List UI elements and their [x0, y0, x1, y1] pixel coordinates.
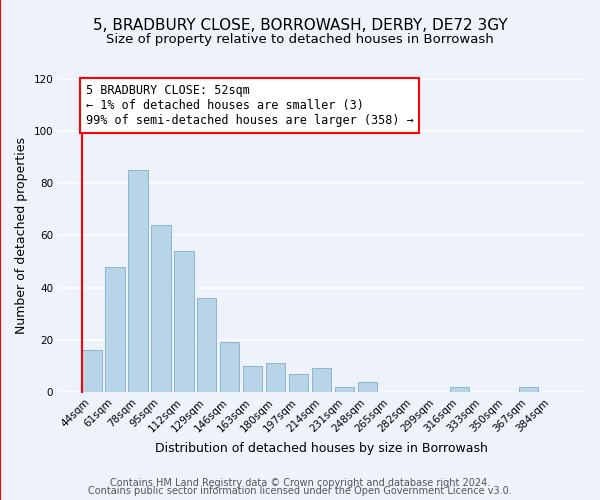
Bar: [197, 298, 217, 392]
Text: Size of property relative to detached houses in Borrowash: Size of property relative to detached ho…: [106, 32, 494, 46]
Bar: [220, 342, 239, 392]
Bar: [266, 364, 286, 392]
Bar: [335, 386, 355, 392]
Bar: [128, 170, 148, 392]
Y-axis label: Number of detached properties: Number of detached properties: [15, 137, 28, 334]
Bar: [243, 366, 262, 392]
Text: 5, BRADBURY CLOSE, BORROWASH, DERBY, DE72 3GY: 5, BRADBURY CLOSE, BORROWASH, DERBY, DE7…: [92, 18, 508, 32]
Text: 5 BRADBURY CLOSE: 52sqm
← 1% of detached houses are smaller (3)
99% of semi-deta: 5 BRADBURY CLOSE: 52sqm ← 1% of detached…: [86, 84, 413, 127]
Bar: [174, 251, 194, 392]
Bar: [518, 386, 538, 392]
Bar: [289, 374, 308, 392]
Bar: [151, 225, 170, 392]
Text: Contains HM Land Registry data © Crown copyright and database right 2024.: Contains HM Land Registry data © Crown c…: [110, 478, 490, 488]
Text: Contains public sector information licensed under the Open Government Licence v3: Contains public sector information licen…: [88, 486, 512, 496]
Bar: [449, 386, 469, 392]
X-axis label: Distribution of detached houses by size in Borrowash: Distribution of detached houses by size …: [155, 442, 488, 455]
Bar: [312, 368, 331, 392]
Bar: [358, 382, 377, 392]
Bar: [105, 267, 125, 392]
Bar: [82, 350, 101, 392]
